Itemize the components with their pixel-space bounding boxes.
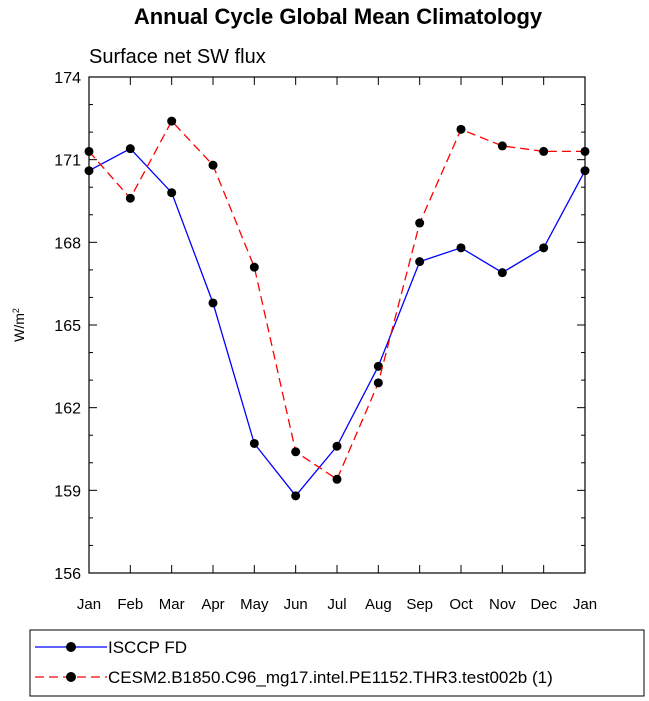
series-layer bbox=[84, 116, 590, 501]
y-tick-label: 174 bbox=[54, 70, 81, 87]
y-tick-label: 162 bbox=[54, 401, 81, 418]
y-axis-label: W/m2 bbox=[11, 308, 27, 342]
x-tick-label: Jan bbox=[77, 596, 101, 613]
y-tick-label: 171 bbox=[54, 153, 81, 170]
chart-subtitle: Surface net SW flux bbox=[89, 46, 266, 68]
legend: ISCCP FD CESM2.B1850.C96_mg17.intel.PE11… bbox=[29, 629, 645, 697]
series-1-point bbox=[291, 447, 301, 457]
series-0-point bbox=[497, 268, 507, 278]
x-tick-label: Apr bbox=[201, 596, 224, 613]
legend-label-cesm: CESM2.B1850.C96_mg17.intel.PE1152.THR3.t… bbox=[108, 668, 553, 687]
series-0-point bbox=[249, 438, 259, 448]
series-0-point bbox=[373, 361, 383, 371]
series-0-point bbox=[208, 298, 218, 308]
series-line-1 bbox=[88, 119, 585, 481]
y-tick-label: 156 bbox=[54, 566, 81, 583]
series-1-point bbox=[332, 474, 342, 484]
x-tick-label: Jun bbox=[284, 596, 308, 613]
series-1-point bbox=[249, 262, 259, 272]
x-tick-label: Dec bbox=[530, 596, 557, 613]
series-1-point bbox=[373, 378, 383, 388]
y-tick-label: 165 bbox=[54, 318, 81, 335]
x-tick-label: Oct bbox=[449, 596, 473, 613]
series-1-point bbox=[456, 124, 466, 134]
x-tick-label: May bbox=[240, 596, 269, 613]
series-0-point bbox=[539, 243, 549, 253]
x-tick-label: Mar bbox=[159, 596, 185, 613]
series-0-point bbox=[167, 188, 177, 198]
series-0-point bbox=[332, 441, 342, 451]
legend-marker-isccp bbox=[66, 642, 76, 652]
x-tick-label: Aug bbox=[365, 596, 392, 613]
axes: 156 159 162 165 168 171 174 Jan Feb Mar Apr May Jun J… bbox=[54, 70, 597, 613]
series-1-point bbox=[167, 116, 177, 126]
series-0-point bbox=[456, 243, 466, 253]
x-tick-label: Nov bbox=[489, 596, 516, 613]
legend-marker-cesm bbox=[66, 672, 76, 682]
svg-text:W/m2: W/m2 bbox=[11, 308, 27, 342]
x-tick-label: Sep bbox=[406, 596, 433, 613]
series-1-point bbox=[208, 160, 218, 170]
series-0-point bbox=[125, 144, 135, 154]
series-1-point bbox=[415, 218, 425, 228]
x-tick-label: Jul bbox=[327, 596, 346, 613]
legend-label-isccp: ISCCP FD bbox=[108, 638, 187, 657]
series-0-point bbox=[291, 491, 301, 501]
y-tick-label: 159 bbox=[54, 483, 81, 500]
x-tick-label: Feb bbox=[117, 596, 143, 613]
chart-title: Annual Cycle Global Mean Climatology bbox=[134, 4, 543, 29]
x-tick-label: Jan bbox=[573, 596, 597, 613]
series-1-point bbox=[125, 193, 135, 203]
plot-frame bbox=[88, 76, 586, 574]
legend-box bbox=[29, 629, 645, 697]
y-tick-label: 168 bbox=[54, 235, 81, 252]
series-0-point bbox=[415, 257, 425, 267]
series-1-point bbox=[497, 141, 507, 151]
series-1-point bbox=[539, 146, 549, 156]
